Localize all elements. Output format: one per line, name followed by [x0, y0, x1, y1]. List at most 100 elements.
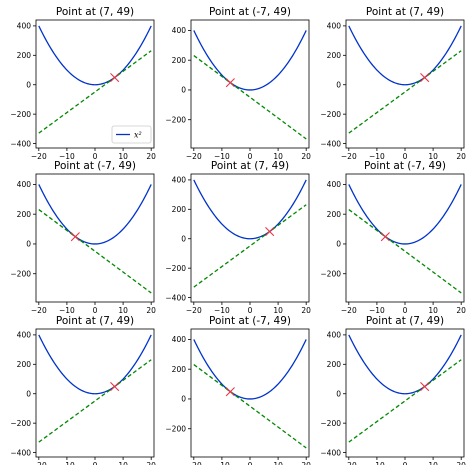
tangent-line — [193, 55, 307, 140]
subplot-title: Point at (7, 49) — [366, 315, 444, 327]
x-tick-label: 10 — [428, 461, 438, 465]
y-tick-label: −400 — [320, 448, 341, 457]
x-tick-label: −10 — [369, 152, 385, 161]
y-tick-label: −400 — [10, 448, 31, 457]
y-tick-label: −400 — [165, 293, 186, 302]
y-tick-label: −200 — [165, 264, 186, 273]
tangent-line — [348, 50, 462, 134]
x-tick-label: 10 — [273, 461, 283, 465]
x-tick-label: −10 — [214, 461, 230, 465]
plot-area — [348, 25, 462, 134]
axes-frame — [190, 19, 310, 149]
point-marker — [70, 232, 80, 242]
x-tick-label: 10 — [428, 306, 438, 315]
y-tick-label: 200 — [17, 51, 32, 60]
y-tick-label: −200 — [320, 110, 341, 119]
y-tick-label: 400 — [172, 176, 187, 185]
x-tick-label: 10 — [273, 152, 283, 161]
x-tick-label: −20 — [31, 152, 47, 161]
point-marker — [265, 226, 275, 237]
y-tick-label: 400 — [17, 180, 32, 189]
y-tick-label: 200 — [327, 51, 342, 60]
axes-frame — [345, 173, 465, 303]
x-tick-label: −20 — [186, 461, 202, 465]
y-tick-label: −200 — [320, 419, 341, 428]
point-marker — [225, 78, 235, 88]
y-tick-label: −400 — [320, 139, 341, 148]
x-tick-label: 10 — [118, 461, 128, 465]
legend-box — [111, 125, 152, 144]
plot-area — [38, 334, 152, 443]
x-tick-label: 0 — [403, 152, 408, 161]
y-tick-label: 0 — [336, 389, 341, 398]
subplot-title: Point at (7, 49) — [366, 6, 444, 18]
x-tick-label: 10 — [273, 306, 283, 315]
y-tick-label: 400 — [327, 22, 342, 31]
point-marker — [380, 232, 390, 242]
subplot-title: Point at (-7, 49) — [364, 160, 446, 172]
point-marker — [225, 387, 235, 397]
x-tick-label: 0 — [93, 306, 98, 315]
x-tick-label: −20 — [341, 306, 357, 315]
x-tick-label: 0 — [93, 152, 98, 161]
curve-x-squared — [193, 179, 307, 240]
x-tick-label: −10 — [59, 152, 75, 161]
tangent-line — [38, 359, 152, 443]
y-tick-label: 0 — [336, 80, 341, 89]
subplot-6: Point at (-7, 49) −20 −10 0 10 20 −200 0 200 400 — [320, 160, 466, 315]
y-tick-label: 0 — [26, 240, 31, 249]
plot-area — [193, 30, 307, 140]
y-tick-label: 200 — [172, 365, 187, 374]
x-tick-label: 20 — [146, 306, 156, 315]
curve-x-squared — [348, 184, 462, 245]
x-tick-label: −20 — [341, 152, 357, 161]
tangent-line — [38, 50, 152, 134]
y-tick-label: −200 — [10, 269, 31, 278]
y-tick-label: 200 — [172, 205, 187, 214]
subplot-2: Point at (-7, 49) −20 −10 0 10 20 −200 0 200 400 — [165, 6, 311, 161]
x-tick-label: 20 — [301, 152, 311, 161]
subplot-8: Point at (-7, 49) −20 −10 0 10 20 −200 0 200 400 — [165, 315, 311, 465]
y-tick-label: 0 — [181, 86, 186, 95]
x-tick-label: 10 — [118, 152, 128, 161]
x-tick-label: 20 — [456, 306, 466, 315]
y-tick-label: 200 — [172, 56, 187, 65]
axes-frame — [35, 173, 155, 303]
y-tick-label: −200 — [165, 115, 186, 124]
plot-area — [193, 179, 307, 288]
y-tick-label: 400 — [327, 180, 342, 189]
y-tick-label: 400 — [172, 26, 187, 35]
subplot-title: Point at (7, 49) — [211, 160, 289, 172]
curve-x-squared — [193, 339, 307, 400]
subplot-title: Point at (-7, 49) — [209, 6, 291, 18]
axes-frame — [35, 328, 155, 458]
x-tick-label: 0 — [403, 306, 408, 315]
y-tick-label: −200 — [10, 419, 31, 428]
x-tick-label: 20 — [456, 152, 466, 161]
curve-x-squared — [193, 30, 307, 91]
axes-frame — [190, 173, 310, 303]
x-tick-label: −20 — [31, 461, 47, 465]
y-tick-label: 400 — [17, 22, 32, 31]
y-tick-label: 0 — [181, 234, 186, 243]
subplot-7: Point at (7, 49) −20 −10 0 10 20 −400 −200 0 200 4… — [10, 315, 156, 465]
y-tick-label: 200 — [17, 210, 32, 219]
y-tick-label: 200 — [327, 360, 342, 369]
legend-label: x² — [134, 131, 142, 140]
curve-x-squared — [38, 25, 152, 86]
subplot-3: Point at (7, 49) −20 −10 0 10 20 −400 −200 0 200 4… — [320, 6, 466, 161]
plot-area — [38, 184, 152, 294]
y-tick-label: 0 — [336, 240, 341, 249]
x-tick-label: −20 — [31, 306, 47, 315]
x-tick-label: −20 — [186, 152, 202, 161]
x-tick-label: −10 — [369, 461, 385, 465]
x-tick-label: 20 — [301, 461, 311, 465]
x-tick-label: −10 — [214, 152, 230, 161]
curve-x-squared — [38, 184, 152, 245]
axes-frame — [190, 328, 310, 458]
subplot-5: Point at (7, 49) −20 −10 0 10 20 −400 −200 0 200 4… — [165, 160, 311, 315]
x-tick-label: 0 — [248, 306, 253, 315]
curve-x-squared — [348, 334, 462, 395]
x-tick-label: 0 — [248, 152, 253, 161]
